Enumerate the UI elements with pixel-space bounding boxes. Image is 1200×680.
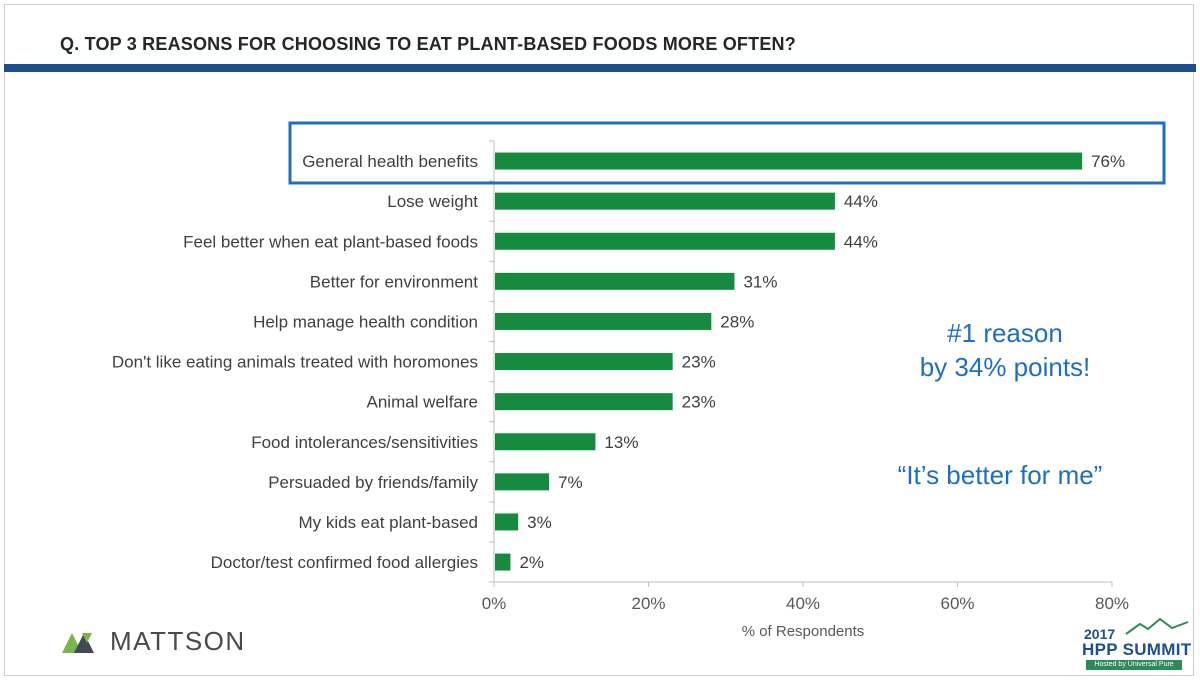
bar: [495, 192, 835, 210]
callout-line-1: #1 reason: [947, 318, 1063, 348]
category-label: Help manage health condition: [253, 312, 478, 331]
value-label: 44%: [844, 192, 878, 211]
mattson-logo-icon: [62, 633, 94, 653]
mountain-icon: [1125, 617, 1189, 635]
category-label: Lose weight: [387, 192, 478, 211]
value-label: 76%: [1091, 152, 1125, 171]
category-label: General health benefits: [302, 152, 478, 171]
value-label: 23%: [682, 353, 716, 372]
slide-frame: [4, 4, 1194, 676]
bar: [495, 232, 835, 250]
x-tick-label: 80%: [1095, 594, 1129, 613]
value-label: 3%: [527, 513, 552, 532]
x-tick-label: 0%: [482, 594, 507, 613]
category-label: Doctor/test confirmed food allergies: [211, 553, 478, 572]
bar: [495, 393, 673, 411]
value-label: 7%: [558, 473, 583, 492]
bar: [495, 272, 735, 290]
summit-subtitle: Hosted by Universal Pure: [1086, 660, 1182, 670]
bar: [495, 312, 712, 330]
value-label: 2%: [519, 553, 544, 572]
highlight-box: [288, 121, 1166, 185]
summit-name: HPP SUMMIT: [1082, 640, 1192, 659]
value-label: 23%: [682, 393, 716, 412]
category-label: Persuaded by friends/family: [268, 473, 478, 492]
category-label: Don't like eating animals treated with h…: [112, 353, 478, 372]
value-label: 31%: [743, 272, 777, 291]
bar: [495, 553, 511, 571]
x-axis-title: % of Respondents: [742, 623, 865, 640]
value-label: 13%: [604, 433, 638, 452]
callout-top-reason: #1 reason by 34% points!: [880, 316, 1130, 384]
value-label: 28%: [720, 312, 754, 331]
x-tick-label: 20%: [631, 594, 665, 613]
hpp-summit-logo: 2017 HPP SUMMIT Hosted by Universal Pure: [1076, 616, 1192, 672]
summit-year: 2017: [1084, 626, 1116, 642]
callout-quote: “It’s better for me”: [897, 460, 1103, 490]
bar: [495, 433, 596, 451]
title-divider: [4, 64, 1196, 72]
mattson-logo-text: MATTSON: [110, 625, 246, 656]
category-label: Better for environment: [310, 272, 478, 291]
x-tick-label: 60%: [940, 594, 974, 613]
category-label: Animal welfare: [367, 393, 479, 412]
category-label: Feel better when eat plant-based foods: [183, 232, 478, 251]
mattson-logo: MATTSON: [62, 624, 246, 658]
value-label: 44%: [844, 232, 878, 251]
page-title: Q. TOP 3 REASONS FOR CHOOSING TO EAT PLA…: [60, 34, 796, 54]
bar: [495, 353, 673, 371]
bar: [495, 152, 1083, 170]
callout-line-2: by 34% points!: [919, 352, 1091, 382]
category-label: My kids eat plant-based: [298, 513, 478, 532]
category-label: Food intolerances/sensitivities: [251, 433, 478, 452]
bar: [495, 473, 550, 491]
bar: [495, 513, 519, 531]
x-tick-label: 40%: [786, 594, 820, 613]
